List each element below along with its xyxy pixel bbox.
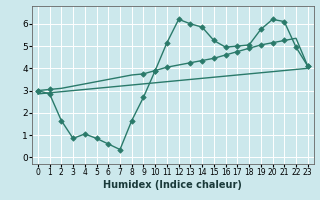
X-axis label: Humidex (Indice chaleur): Humidex (Indice chaleur)	[103, 180, 242, 190]
